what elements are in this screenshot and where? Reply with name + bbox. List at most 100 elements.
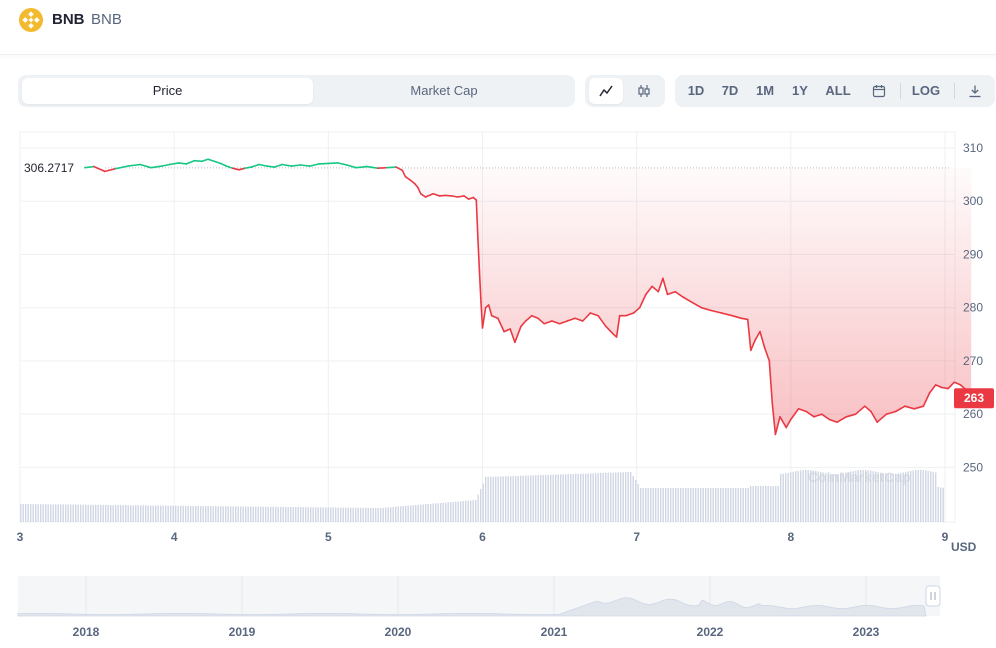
price-chart[interactable]: CoinMarketCap 306.2717 250 260 270 280 290 30…: [0, 120, 996, 640]
volume-bar: [407, 505, 409, 522]
price-segment: [779, 415, 788, 429]
price-segment: [416, 186, 422, 195]
volume-bar: [360, 507, 362, 522]
candlestick-button[interactable]: [627, 78, 661, 104]
volume-bar: [682, 488, 684, 522]
volume-bar: [650, 488, 652, 522]
price-segment: [785, 418, 792, 429]
y-tick-label: 250: [963, 460, 983, 474]
download-button[interactable]: [963, 78, 987, 104]
volume-bar: [492, 476, 494, 522]
volume-bar: [717, 488, 719, 522]
calendar-icon: [872, 85, 886, 98]
price-segment: [438, 194, 447, 197]
price-segment: [477, 237, 481, 272]
volume-bar: [575, 473, 577, 522]
volume-bar: [780, 473, 782, 522]
volume-bar: [225, 506, 227, 522]
volume-bar: [797, 470, 799, 522]
line-chart-button[interactable]: [589, 78, 623, 104]
volume-bar: [557, 474, 559, 522]
volume-bar: [785, 473, 787, 522]
volume-bar: [892, 473, 894, 522]
price-segment: [768, 360, 774, 405]
volume-bar: [380, 508, 382, 522]
range-all-button[interactable]: ALL: [825, 83, 851, 98]
price-segment: [581, 312, 592, 322]
price-segment: [820, 413, 831, 421]
volume-bar: [475, 500, 477, 522]
price-segment: [409, 179, 416, 185]
volume-bar: [282, 506, 284, 522]
volume-bar: [67, 504, 69, 522]
price-segment: [84, 165, 95, 169]
price-segment: [941, 386, 949, 390]
volume-bar: [537, 475, 539, 522]
price-segment: [566, 317, 576, 322]
volume-bar: [267, 506, 269, 522]
volume-bar: [140, 505, 142, 522]
range-1y-button[interactable]: 1Y: [792, 83, 808, 98]
volume-bar: [62, 504, 64, 522]
volume-bar: [782, 473, 784, 522]
volume-bar: [395, 506, 397, 522]
price-segment: [740, 317, 749, 321]
range-1d-button[interactable]: 1D: [687, 83, 705, 98]
volume-bar: [827, 473, 829, 522]
volume-bar: [77, 504, 79, 522]
volume-bar: [442, 502, 444, 522]
volume-bar: [497, 476, 499, 522]
volume-bar: [262, 506, 264, 522]
price-segment: [366, 165, 379, 170]
volume-bar: [80, 504, 82, 522]
volume-bar: [42, 504, 44, 522]
volume-bar: [922, 470, 924, 522]
navigator-handle[interactable]: [925, 585, 941, 607]
volume-bar: [927, 470, 929, 522]
range-1m-button[interactable]: 1M: [755, 83, 775, 98]
price-segment: [265, 165, 276, 168]
volume-bar: [97, 504, 99, 522]
volume-bar: [227, 506, 229, 522]
currency-label: USD: [951, 540, 977, 554]
volume-bar: [325, 507, 327, 522]
price-segment: [376, 166, 388, 170]
tab-price[interactable]: Price: [22, 78, 313, 104]
volume-bar: [487, 476, 489, 522]
y-tick-label: 290: [963, 247, 983, 261]
price-segment: [478, 269, 482, 304]
volume-bar: [72, 504, 74, 522]
volume-bar: [60, 504, 62, 522]
volume-bar: [417, 504, 419, 522]
volume-bar: [460, 501, 462, 522]
volume-bar: [237, 506, 239, 522]
volume-bar: [300, 507, 302, 522]
price-segment: [213, 160, 222, 165]
log-scale-button[interactable]: LOG: [911, 83, 941, 98]
toolbar-divider: [954, 83, 955, 99]
price-segment: [258, 163, 268, 167]
price-segment: [238, 167, 246, 171]
y-axis: 250 260 270 280 290 300 310: [963, 141, 983, 474]
price-segment: [774, 415, 781, 436]
volume-bar: [872, 471, 874, 522]
volume-bar: [712, 488, 714, 522]
volume-bar: [495, 476, 497, 522]
price-segment: [207, 158, 215, 163]
volume-bar: [255, 506, 257, 522]
date-range-button[interactable]: [867, 78, 891, 104]
price-segment: [395, 166, 404, 172]
volume-bar: [695, 488, 697, 522]
price-segment: [490, 314, 499, 320]
volume-bar: [700, 488, 702, 522]
volume-bar: [47, 504, 49, 522]
volume-bar: [610, 472, 612, 522]
range-7d-button[interactable]: 7D: [721, 83, 739, 98]
price-segment: [456, 195, 465, 198]
range-navigator[interactable]: 2018 2019 2020 2021 2022 2023: [0, 576, 996, 648]
volume-bar: [917, 470, 919, 522]
volume-bar: [597, 473, 599, 522]
volume-bar: [247, 506, 249, 522]
current-price-badge: [954, 388, 994, 409]
tab-market-cap[interactable]: Market Cap: [410, 83, 478, 98]
